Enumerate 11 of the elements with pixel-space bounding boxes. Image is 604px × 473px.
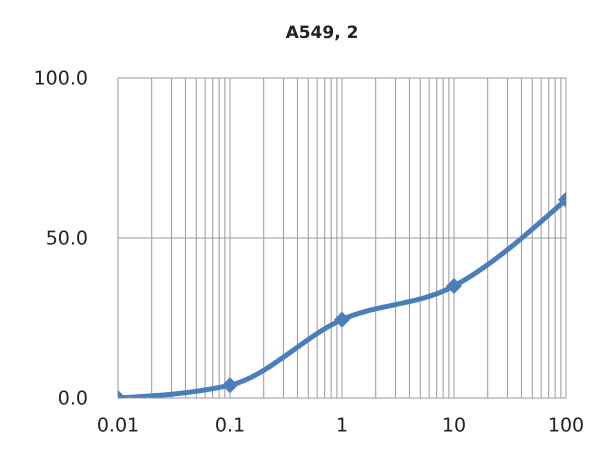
x-tick-label: 0.1: [214, 414, 246, 436]
x-tick-label: 10: [442, 414, 466, 436]
chart-title: A549, 2: [286, 23, 358, 43]
point: [222, 377, 238, 394]
y-tick-label: 50.0: [46, 228, 88, 250]
y-tick-label: 100.0: [34, 68, 88, 90]
x-tick-label: 1: [336, 414, 348, 436]
point: [334, 312, 350, 328]
x-tick-label: 100: [548, 414, 584, 436]
y-tick-label: 0.0: [58, 388, 88, 410]
x-tick-label: 0.01: [96, 414, 140, 436]
